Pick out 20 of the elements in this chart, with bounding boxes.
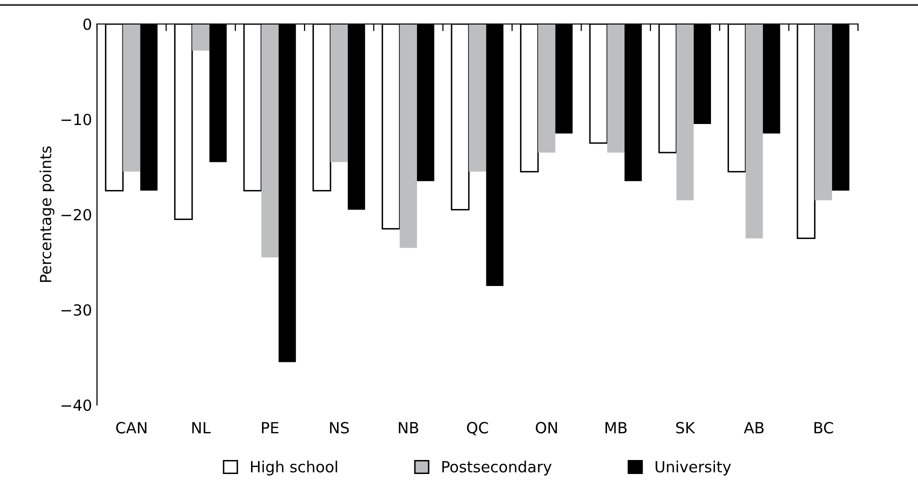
- x-tick-label: BC: [814, 422, 834, 434]
- x-tick-label: NS: [330, 422, 349, 434]
- y-axis-title: Percentage points: [40, 146, 54, 282]
- x-tick-label: CAN: [116, 422, 146, 434]
- y-tick-label: −20: [62, 208, 92, 221]
- x-tick-label: NB: [398, 422, 418, 434]
- y-tick-label: 0: [83, 18, 92, 30]
- y-tick-label: −10: [62, 114, 92, 126]
- legend-label: High school: [251, 460, 338, 476]
- legend-label: University: [656, 460, 731, 476]
- y-tick-label: −30: [62, 304, 92, 316]
- y-tick-label: −40: [62, 399, 92, 412]
- x-tick-label: QC: [467, 422, 488, 436]
- x-tick-label: MB: [606, 422, 627, 434]
- x-tick-label: PE: [262, 422, 278, 434]
- x-tick-label: ON: [536, 422, 557, 434]
- legend-label: Postsecondary: [442, 460, 552, 476]
- x-tick-label: SK: [676, 422, 696, 434]
- x-tick-label: AB: [744, 422, 764, 434]
- x-tick-label: NL: [192, 422, 211, 434]
